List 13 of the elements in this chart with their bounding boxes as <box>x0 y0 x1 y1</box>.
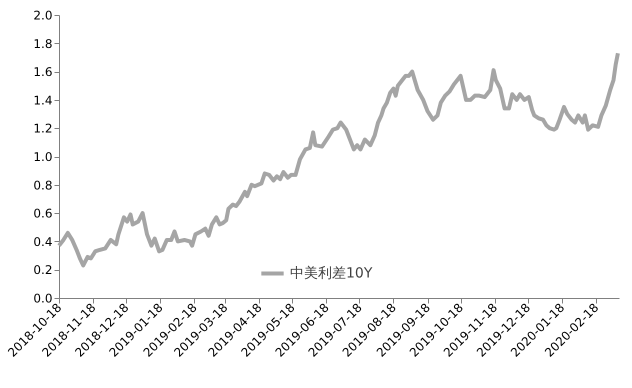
legend-label: 中美利差10Y <box>290 266 373 282</box>
y-tick-label: 0.8 <box>33 178 52 192</box>
y-tick-label: 1.0 <box>33 150 52 164</box>
y-tick-label: 0.6 <box>33 206 52 221</box>
y-tick-label: 2.0 <box>33 8 52 22</box>
y-tick-label: 1.2 <box>33 122 52 136</box>
y-tick-label: 0.4 <box>33 234 52 249</box>
y-tick-label: 0.0 <box>33 292 52 306</box>
y-tick-label: 1.4 <box>33 93 52 108</box>
y-tick-label: 0.2 <box>33 263 52 278</box>
y-tick-label: 1.6 <box>33 65 52 80</box>
line-series <box>57 51 620 268</box>
y-tick-label: 1.8 <box>33 36 52 51</box>
